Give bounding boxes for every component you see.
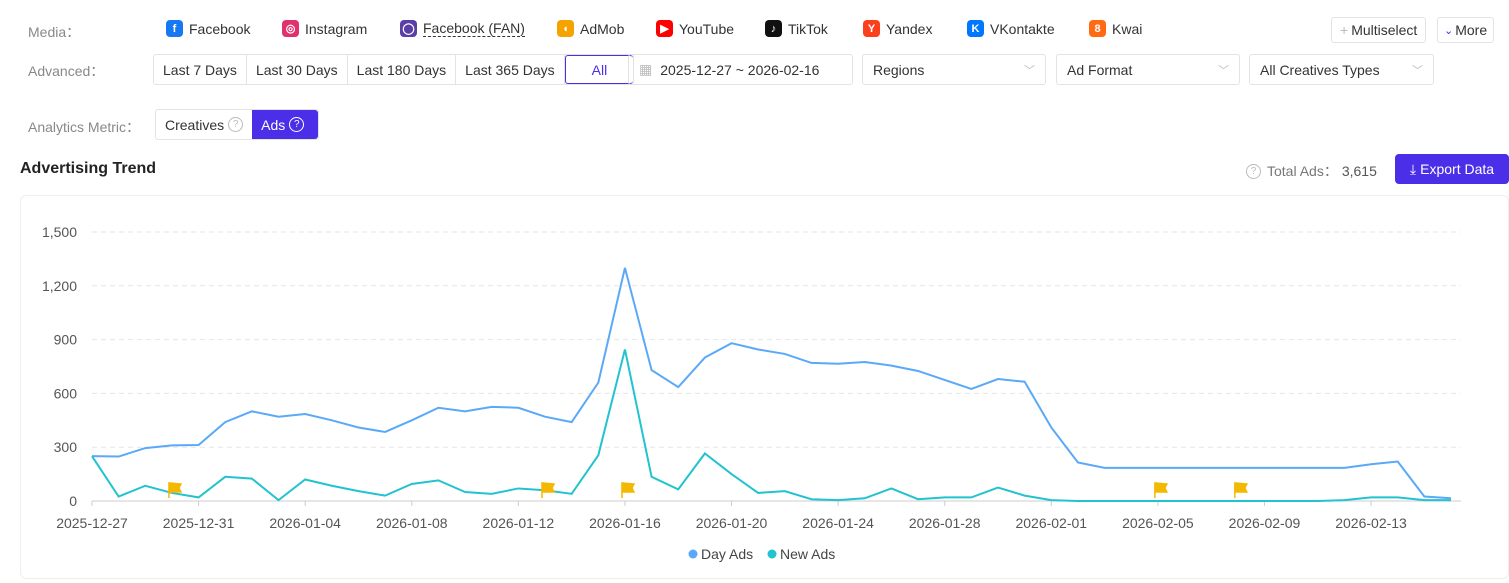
plus-icon: + bbox=[1340, 22, 1348, 38]
vk-icon: K bbox=[967, 20, 984, 37]
x-tick-label: 2026-02-09 bbox=[1229, 515, 1301, 531]
ad-format-select[interactable]: Ad Format﹀ bbox=[1056, 54, 1240, 85]
tiktok-icon: ♪ bbox=[765, 20, 782, 37]
date-range-presets: Last 7 Days Last 30 Days Last 180 Days L… bbox=[153, 54, 634, 85]
media-facebook-fan[interactable]: ◯Facebook (FAN) bbox=[400, 20, 557, 37]
range-last-365[interactable]: Last 365 Days bbox=[456, 55, 565, 84]
y-tick-label: 300 bbox=[54, 439, 78, 455]
section-title: Advertising Trend bbox=[20, 160, 156, 178]
help-icon: ? bbox=[289, 117, 304, 132]
fan-icon: ◯ bbox=[400, 20, 417, 37]
youtube-icon: ▶ bbox=[656, 20, 673, 37]
range-last-30[interactable]: Last 30 Days bbox=[247, 55, 348, 84]
metric-toggle: Creatives? Ads? bbox=[155, 109, 319, 140]
admob-icon: ◖ bbox=[557, 20, 574, 37]
x-tick-label: 2026-01-04 bbox=[269, 515, 341, 531]
instagram-icon: ◎ bbox=[282, 20, 299, 37]
range-last-180[interactable]: Last 180 Days bbox=[348, 55, 457, 84]
facebook-icon: f bbox=[166, 20, 183, 37]
total-ads: ? Total Ads： 3,615 bbox=[1246, 161, 1377, 181]
chevron-down-icon: ﹀ bbox=[1218, 62, 1229, 78]
x-tick-label: 2026-02-13 bbox=[1335, 515, 1407, 531]
x-tick-label: 2025-12-31 bbox=[163, 515, 235, 531]
help-icon: ? bbox=[228, 117, 243, 132]
x-tick-label: 2025-12-27 bbox=[56, 515, 128, 531]
media-instagram[interactable]: ◎Instagram bbox=[282, 20, 400, 37]
download-icon: ⤓ bbox=[1410, 161, 1416, 178]
creative-types-select[interactable]: All Creatives Types﹀ bbox=[1249, 54, 1434, 85]
y-tick-label: 600 bbox=[54, 385, 78, 401]
chevron-down-icon: ⌄ bbox=[1444, 24, 1453, 37]
x-tick-label: 2026-01-08 bbox=[376, 515, 448, 531]
x-tick-label: 2026-01-12 bbox=[483, 515, 555, 531]
metric-ads[interactable]: Ads? bbox=[252, 110, 318, 139]
flag-icon bbox=[1235, 483, 1247, 498]
series-line-day-ads bbox=[92, 268, 1451, 498]
x-tick-label: 2026-01-20 bbox=[696, 515, 768, 531]
y-tick-label: 1,500 bbox=[42, 224, 77, 240]
legend-label: Day Ads bbox=[701, 546, 753, 562]
series-line-new-ads bbox=[92, 349, 1451, 501]
legend-label: New Ads bbox=[780, 546, 835, 562]
media-youtube[interactable]: ▶YouTube bbox=[656, 20, 765, 37]
metric-creatives[interactable]: Creatives? bbox=[156, 110, 252, 139]
trend-chart: 0 300 600 900 1,200 1,500 2025-12-27 2025-12-31… bbox=[21, 196, 1509, 580]
help-icon: ? bbox=[1246, 164, 1261, 179]
flag-icon bbox=[622, 483, 634, 498]
flag-icon bbox=[169, 483, 181, 498]
legend-dot bbox=[768, 550, 777, 559]
x-tick-label: 2026-01-28 bbox=[909, 515, 981, 531]
more-button[interactable]: ⌄More bbox=[1437, 17, 1494, 43]
multiselect-button[interactable]: +Multiselect bbox=[1331, 17, 1426, 43]
export-data-button[interactable]: ⤓Export Data bbox=[1395, 154, 1509, 184]
x-tick-label: 2026-01-24 bbox=[802, 515, 874, 531]
x-tick-label: 2026-02-05 bbox=[1122, 515, 1194, 531]
advanced-label: Advanced： bbox=[28, 61, 104, 81]
legend-dot bbox=[689, 550, 698, 559]
chevron-down-icon: ﹀ bbox=[1412, 62, 1423, 78]
y-tick-label: 900 bbox=[54, 332, 78, 348]
y-tick-label: 1,200 bbox=[42, 278, 77, 294]
date-range-picker[interactable]: ▦2025-12-27 ~ 2026-02-16 bbox=[628, 54, 853, 85]
regions-select[interactable]: Regions﹀ bbox=[862, 54, 1046, 85]
analytics-metric-label: Analytics Metric： bbox=[28, 117, 140, 137]
flag-icon bbox=[1155, 483, 1167, 498]
range-all[interactable]: All bbox=[565, 55, 634, 84]
media-admob[interactable]: ◖AdMob bbox=[557, 20, 656, 37]
y-tick-label: 0 bbox=[69, 493, 77, 509]
kwai-icon: 8 bbox=[1089, 20, 1106, 37]
yandex-icon: Y bbox=[863, 20, 880, 37]
flag-icon bbox=[542, 483, 554, 498]
chevron-down-icon: ﹀ bbox=[1024, 62, 1035, 78]
media-label: Media： bbox=[28, 22, 80, 42]
range-last-7[interactable]: Last 7 Days bbox=[154, 55, 247, 84]
x-tick-label: 2026-02-01 bbox=[1015, 515, 1087, 531]
x-tick-label: 2026-01-16 bbox=[589, 515, 661, 531]
trend-chart-card: 0 300 600 900 1,200 1,500 2025-12-27 2025-12-31… bbox=[20, 195, 1509, 579]
media-tiktok[interactable]: ♪TikTok bbox=[765, 20, 863, 37]
calendar-icon: ▦ bbox=[639, 61, 652, 78]
